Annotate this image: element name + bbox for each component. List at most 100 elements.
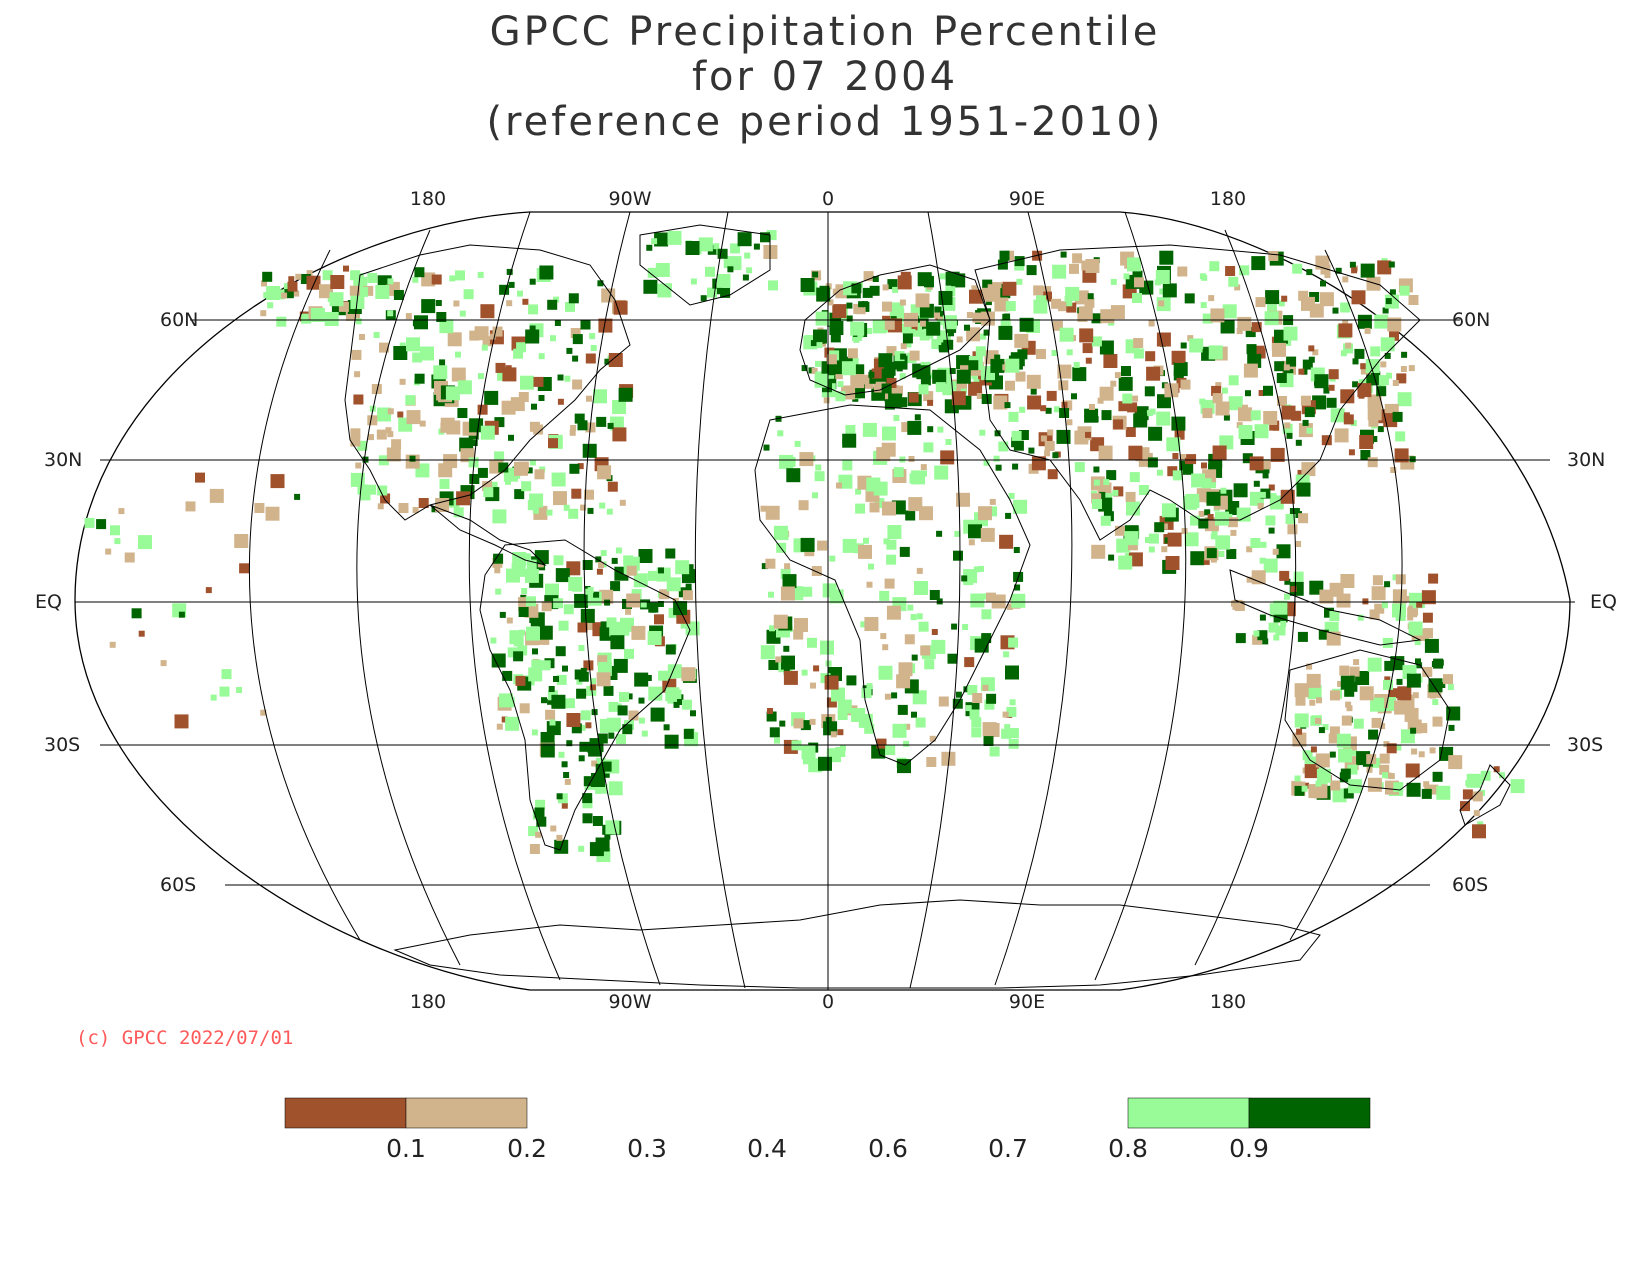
precipitation-cell <box>808 367 815 374</box>
precipitation-cell <box>1251 570 1266 585</box>
precipitation-cell <box>626 565 637 576</box>
precipitation-cell <box>528 304 539 315</box>
precipitation-cell <box>578 645 585 651</box>
precipitation-cell <box>1368 729 1379 740</box>
precipitation-cell <box>84 517 95 528</box>
precipitation-cell <box>1228 276 1239 287</box>
precipitation-cell <box>823 397 830 404</box>
precipitation-cell <box>713 243 720 250</box>
precipitation-cell <box>707 287 717 298</box>
precipitation-cell <box>1298 513 1309 524</box>
precipitation-cell <box>1054 406 1060 413</box>
precipitation-cell <box>477 467 488 478</box>
precipitation-cell <box>568 508 579 519</box>
precipitation-cell <box>1059 327 1074 342</box>
precipitation-cell <box>1190 552 1197 559</box>
precipitation-cell <box>904 634 915 645</box>
precipitation-cell <box>1324 272 1331 278</box>
precipitation-cell <box>445 386 460 401</box>
precipitation-cell <box>1187 335 1194 342</box>
precipitation-cell <box>383 278 390 285</box>
precipitation-cell <box>506 300 513 307</box>
precipitation-cell <box>1242 453 1253 464</box>
precipitation-cell <box>1013 499 1028 514</box>
precipitation-cell <box>908 392 919 403</box>
precipitation-cell <box>1103 354 1118 368</box>
precipitation-cell <box>868 371 875 378</box>
precipitation-cell <box>553 491 567 506</box>
precipitation-cell <box>1332 788 1347 803</box>
legend-swatch-below-0-1 <box>284 1097 407 1129</box>
precipitation-cell <box>893 415 900 421</box>
precipitation-cell <box>1448 724 1455 731</box>
precipitation-cell <box>219 686 230 697</box>
precipitation-cell <box>1056 429 1071 444</box>
precipitation-cell <box>360 490 371 501</box>
precipitation-cell <box>582 443 597 458</box>
precipitation-cell <box>419 420 426 427</box>
precipitation-cell <box>421 299 436 314</box>
precipitation-cell <box>826 354 837 365</box>
precipitation-cell <box>1118 401 1129 412</box>
precipitation-cell <box>1208 295 1215 302</box>
precipitation-cell <box>783 670 798 685</box>
precipitation-cell <box>972 351 979 358</box>
precipitation-cell <box>405 313 412 320</box>
precipitation-cell <box>1165 556 1180 570</box>
precipitation-cell <box>1415 658 1421 665</box>
precipitation-cell <box>970 593 985 608</box>
precipitation-cell <box>832 369 843 380</box>
precipitation-cell <box>685 241 700 255</box>
precipitation-cell <box>1009 699 1016 706</box>
precipitation-cell <box>1422 666 1433 677</box>
coastline-new-zealand <box>1459 764 1511 826</box>
precipitation-cell <box>433 365 448 380</box>
precipitation-cell <box>1257 503 1264 509</box>
precipitation-cell <box>393 444 400 451</box>
precipitation-cell <box>965 705 972 712</box>
precipitation-cell <box>498 462 509 473</box>
precipitation-cell <box>387 310 394 317</box>
precipitation-cell <box>477 404 488 415</box>
precipitation-cell <box>1275 625 1286 636</box>
precipitation-cell <box>514 461 528 476</box>
precipitation-cell <box>781 655 795 670</box>
precipitation-cell <box>784 563 791 570</box>
precipitation-cell <box>835 755 842 762</box>
precipitation-cell <box>1374 314 1389 329</box>
precipitation-cell <box>626 693 633 700</box>
precipitation-cell <box>1092 416 1099 423</box>
precipitation-cell <box>800 537 815 552</box>
precipitation-cell <box>580 608 595 623</box>
precipitation-cell <box>1206 491 1221 506</box>
precipitation-cell <box>580 667 587 674</box>
precipitation-cell <box>968 524 982 539</box>
precipitation-cell <box>514 489 525 500</box>
precipitation-cell <box>414 373 425 384</box>
precipitation-cell <box>590 345 597 351</box>
precipitation-cell <box>1277 396 1287 406</box>
precipitation-cell <box>414 267 425 278</box>
precipitation-cell <box>948 275 955 282</box>
precipitation-cell <box>1066 302 1077 313</box>
precipitation-cell <box>1294 713 1309 728</box>
precipitation-cell <box>609 626 620 637</box>
precipitation-cell <box>641 730 648 737</box>
precipitation-cell <box>953 550 963 561</box>
coastlines <box>344 224 1511 989</box>
precipitation-cell <box>1332 307 1339 314</box>
precipitation-cell <box>582 793 593 804</box>
precipitation-cell <box>682 590 693 601</box>
graticule-lon-30e <box>909 211 961 989</box>
precipitation-cell <box>1329 611 1340 621</box>
precipitation-cell <box>1263 558 1278 573</box>
precipitation-cell <box>1190 515 1200 526</box>
precipitation-cell <box>993 395 1008 410</box>
precipitation-cell <box>1262 638 1269 645</box>
precipitation-cell <box>1100 515 1111 526</box>
precipitation-cell <box>994 430 1001 437</box>
precipitation-cell <box>1072 367 1087 382</box>
precipitation-cell <box>1359 686 1374 701</box>
precipitation-cell <box>899 299 906 306</box>
precipitation-cell <box>818 756 832 771</box>
